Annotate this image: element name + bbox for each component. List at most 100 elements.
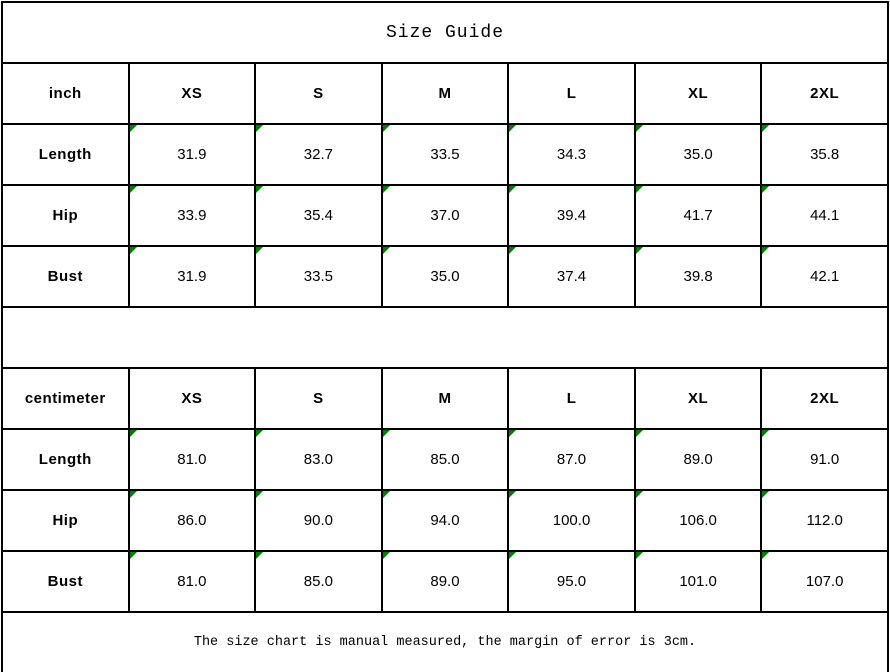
size-value: 101.0 [679,573,717,590]
size-value-cell: 33.5 [254,245,383,308]
size-value-cell: 107.0 [760,550,889,613]
row-label-length: Length [1,123,130,186]
size-value: 81.0 [177,573,207,590]
col-header-s: S [254,367,383,430]
row-label-hip: Hip [1,184,130,247]
size-value: 31.9 [177,146,207,163]
size-value-cell: 106.0 [633,489,763,552]
size-value-cell: 83.0 [254,428,383,491]
size-value: 107.0 [805,573,844,590]
centimeter-hip-row: Hip 86.0 90.0 94.0 100.0 106.0 112.0 [1,489,889,552]
size-value-cell: 39.4 [507,184,636,247]
size-value-cell: 112.0 [760,489,889,552]
cell-flag-icon [383,553,390,559]
size-value-cell: 37.4 [507,245,636,308]
col-header-xs: XS [127,62,257,125]
size-value-cell: 90.0 [254,489,383,552]
cell-flag-icon [383,126,390,132]
size-value: 89.0 [430,573,460,590]
size-value-cell: 37.0 [380,184,510,247]
centimeter-length-row: Length 81.0 83.0 85.0 87.0 89.0 91.0 [1,428,889,491]
size-value-cell: 87.0 [507,428,636,491]
size-value: 85.0 [430,451,460,468]
cell-flag-icon [130,492,137,498]
size-value-cell: 95.0 [507,550,636,613]
cell-flag-icon [257,248,264,254]
cell-flag-icon [510,431,517,437]
size-value-cell: 35.0 [633,123,763,186]
size-value-cell: 101.0 [633,550,763,613]
size-value: 39.4 [556,207,587,224]
row-label-length: Length [1,428,130,491]
size-value: 44.1 [810,207,840,224]
size-value: 94.0 [430,512,460,529]
size-value: 91.0 [810,451,840,468]
size-value-cell: 86.0 [127,489,257,552]
size-value: 89.0 [683,451,713,468]
cell-flag-icon [257,553,264,559]
cell-flag-icon [510,126,517,132]
size-value-cell: 39.8 [633,245,763,308]
size-value: 42.1 [810,268,840,285]
size-value: 33.5 [430,146,460,163]
cell-flag-icon [383,187,390,193]
size-value-cell: 35.8 [760,123,889,186]
cell-flag-icon [636,553,643,559]
cell-flag-icon [257,187,264,193]
cell-flag-icon [257,126,264,132]
col-header-l: L [507,367,636,430]
size-value-cell: 33.9 [127,184,257,247]
size-value: 34.3 [556,146,587,163]
cell-flag-icon [510,492,517,498]
size-value: 100.0 [552,512,591,529]
cell-flag-icon [636,187,643,193]
size-value-cell: 81.0 [127,428,257,491]
centimeter-header-row: centimeter XS S M L XL 2XL [1,367,889,430]
cell-flag-icon [257,492,264,498]
size-value-cell: 35.0 [380,245,510,308]
size-value: 86.0 [177,512,207,529]
size-value-cell: 31.9 [127,123,257,186]
cell-flag-icon [763,492,770,498]
size-value-cell: 91.0 [760,428,889,491]
size-value: 33.9 [177,207,207,224]
col-header-l: L [507,62,636,125]
title-row: Size Guide [1,1,889,64]
size-value-cell: 89.0 [380,550,510,613]
size-value: 39.8 [683,268,713,285]
size-value: 87.0 [556,451,587,468]
size-value: 35.0 [683,146,713,163]
size-value: 35.4 [303,207,333,224]
cell-flag-icon [763,431,770,437]
col-header-s: S [254,62,383,125]
size-value: 35.0 [430,268,460,285]
cell-flag-icon [130,126,137,132]
inch-hip-row: Hip 33.9 35.4 37.0 39.4 41.7 44.1 [1,184,889,247]
cell-flag-icon [130,431,137,437]
size-value-cell: 41.7 [633,184,763,247]
cell-flag-icon [763,126,770,132]
size-value-cell: 94.0 [380,489,510,552]
col-header-2xl: 2XL [760,367,889,430]
centimeter-bust-row: Bust 81.0 85.0 89.0 95.0 101.0 107.0 [1,550,889,613]
col-header-2xl: 2XL [760,62,889,125]
cell-flag-icon [510,187,517,193]
size-value-cell: 35.4 [254,184,383,247]
cell-flag-icon [257,431,264,437]
measurement-note: The size chart is manual measured, the m… [1,611,889,672]
size-value: 35.8 [810,146,840,163]
cell-flag-icon [510,553,517,559]
cell-flag-icon [130,553,137,559]
size-value: 32.7 [303,146,333,163]
size-value-cell: 34.3 [507,123,636,186]
size-value: 37.0 [430,207,460,224]
size-value: 95.0 [556,573,587,590]
cell-flag-icon [130,248,137,254]
col-header-xs: XS [127,367,257,430]
size-value: 83.0 [303,451,333,468]
page-title: Size Guide [1,1,889,64]
cell-flag-icon [383,431,390,437]
inch-bust-row: Bust 31.9 33.5 35.0 37.4 39.8 42.1 [1,245,889,308]
size-value-cell: 85.0 [380,428,510,491]
